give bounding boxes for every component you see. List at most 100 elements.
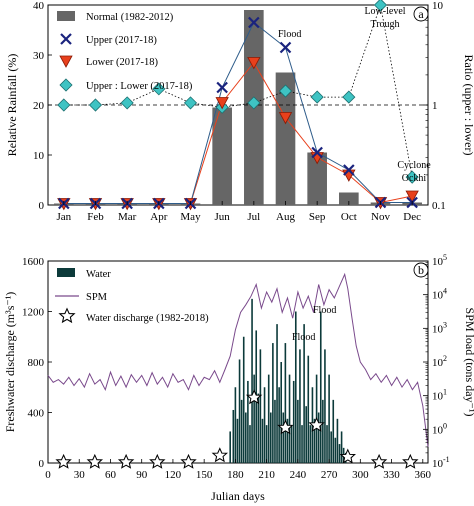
water-bar-2 (234, 387, 237, 463)
x-tick-label-aug: Aug (276, 211, 295, 223)
legend-marker-upper (60, 33, 72, 45)
legend-label-spm: SPM (86, 292, 108, 303)
water-bar-51 (336, 418, 339, 463)
b-y-tick-label-400: 400 (28, 408, 45, 420)
water-bar-29 (290, 425, 293, 463)
marker-ratio-aug (278, 84, 293, 98)
water-bar-16 (263, 387, 266, 463)
discharge-star-4 (180, 453, 197, 469)
legend-swatch-normal (57, 11, 75, 21)
b-y2-tick-label-1e4: 104 (432, 287, 447, 302)
x-tick-label-jun: Jun (215, 211, 231, 223)
water-bar-6 (242, 336, 245, 463)
discharge-star-9 (339, 448, 357, 464)
annotation-cyclone: Cyclone (397, 160, 431, 171)
water-bar-36 (305, 406, 307, 463)
water-bar-22 (276, 324, 278, 463)
panel-a-lines (63, 3, 413, 204)
marker-ratio-may (183, 96, 198, 110)
marker-lower-jul (247, 57, 261, 70)
panel-b-legend: Water SPM Water discharge (1982-2018) (55, 268, 209, 324)
b-y-tick-label-1200: 1200 (22, 307, 45, 319)
legend-label-discharge: Water discharge (1982-2018) (86, 313, 209, 324)
discharge-star-6 (245, 389, 263, 405)
water-bar-20 (272, 343, 274, 463)
water-bar-33 (299, 349, 301, 463)
b-x-tick-label-330: 330 (383, 469, 400, 481)
b-y-tick-label-0: 0 (39, 458, 45, 470)
b-x-tick-label-300: 300 (352, 469, 369, 481)
panel-b: 0 30 60 90 120 150 180 210 240 270 300 330 360 0 400 80… (3, 253, 474, 503)
marker-lower-dec (405, 190, 419, 203)
bar-normal-jun (212, 107, 232, 205)
b-y2-tick-label-1e-1: 10-1 (432, 455, 450, 470)
discharge-star-0 (55, 453, 72, 469)
line-upper (63, 21, 413, 204)
water-bar-47 (328, 374, 330, 463)
panel-b-label: b (418, 263, 424, 277)
x-tick-label-feb: Feb (87, 211, 104, 223)
water-bar-21 (274, 399, 276, 463)
b-x-tick-label-120: 120 (165, 469, 182, 481)
marker-upper-jun (216, 81, 228, 94)
y-tick-label-40: 40 (33, 0, 45, 12)
water-bar-30 (292, 380, 295, 463)
water-bar-14 (259, 349, 262, 463)
marker-ratio-dec (405, 170, 419, 184)
marker-ratio-apr (152, 82, 166, 96)
legend-label-lower: Lower (2017-18) (86, 57, 159, 68)
annotation-low-level: Low-level (364, 6, 405, 17)
marker-ratio-feb (88, 98, 103, 112)
water-bar-0 (229, 431, 231, 463)
panel-a-markers (57, 0, 419, 211)
x-tick-label-mar: Mar (118, 211, 137, 223)
marker-lower-aug (278, 112, 293, 125)
water-bar-31 (294, 311, 297, 463)
b-y-tick-label-800: 800 (28, 357, 45, 369)
water-bar-10 (251, 298, 253, 463)
water-bar-37 (307, 355, 310, 463)
b-y2-tick-label-1e2: 102 (432, 354, 447, 369)
water-bar-34 (301, 425, 303, 463)
marker-lower-jun (215, 97, 229, 110)
y-tick-label-10: 10 (33, 150, 45, 162)
discharge-star-8 (308, 416, 325, 432)
b-x-tick-label-240: 240 (290, 469, 307, 481)
annotation-flood-a: Flood (278, 29, 301, 40)
b-x-tick-label-180: 180 (227, 469, 244, 481)
panel-a-legend: Normal (1982-2012) Upper (2017-18) Lower… (57, 11, 193, 92)
marker-upper-sep (311, 146, 323, 159)
panel-b-water-bars (229, 298, 347, 463)
panel-a-axes: Jan Feb Mar Apr May Jun Jul Aug Sep Oct Nov Dec 0 10 2… (33, 0, 446, 223)
water-bar-42 (317, 412, 320, 463)
annotation-trough: Trough (370, 19, 399, 30)
legend-swatch-water (57, 268, 75, 277)
discharge-star-5 (211, 447, 229, 463)
panel-a-y2-axis-label: Ratio (upper : lower) (462, 55, 474, 156)
bar-normal-oct (339, 192, 359, 205)
panel-a-y-axis-label: Relative Rainfall (%) (5, 54, 19, 157)
panel-b-y-axis-label: Freshwater discharge (m³s⁻¹) (3, 292, 17, 433)
water-bar-3 (236, 418, 239, 463)
b-x-tick-label-90: 90 (136, 469, 148, 481)
water-bar-9 (249, 425, 251, 463)
discharge-star-10 (370, 453, 388, 469)
water-bar-11 (253, 374, 255, 463)
water-bar-53 (340, 431, 343, 463)
b-x-tick-label-0: 0 (45, 469, 51, 481)
y2-tick-label-1: 1 (432, 100, 438, 112)
legend-marker-ratio (59, 78, 73, 92)
discharge-star-1 (86, 453, 104, 469)
water-bar-26 (284, 343, 287, 463)
b-x-tick-label-60: 60 (105, 469, 117, 481)
y-tick-label-30: 30 (33, 50, 45, 62)
panel-a: Jan Feb Mar Apr May Jun Jul Aug Sep Oct Nov Dec 0 10 2… (5, 0, 474, 223)
marker-ratio-nov (373, 0, 388, 12)
panel-b-y2-axis-label: SPM load (tons day⁻¹) (463, 308, 474, 417)
water-bar-28 (288, 374, 291, 463)
panel-b-spm-line (47, 272, 429, 447)
x-tick-label-nov: Nov (371, 211, 390, 223)
water-bar-8 (247, 380, 249, 463)
marker-ratio-jul (247, 96, 261, 110)
water-bar-18 (267, 374, 270, 463)
